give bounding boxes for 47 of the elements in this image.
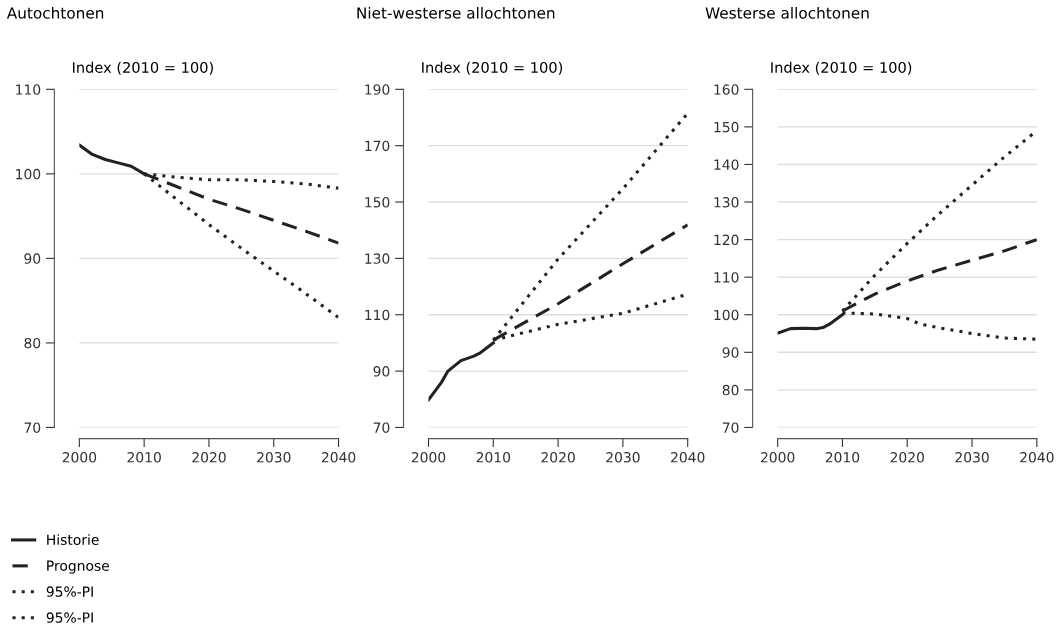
y-axis-title: Index (2010 = 100) bbox=[422, 61, 563, 75]
y-tick-label: 100 bbox=[714, 309, 739, 321]
legend-label: 95%-PI bbox=[46, 586, 93, 597]
y-tick-label: 70 bbox=[24, 422, 41, 433]
x-tick-label: 2030 bbox=[955, 452, 989, 463]
y-axis-title: Index (2010 = 100) bbox=[771, 61, 912, 75]
chart-title: Niet-westerse allochtonen bbox=[357, 6, 555, 19]
y-tick-label: 150 bbox=[714, 121, 739, 133]
x-tick-label: 2010 bbox=[825, 452, 860, 463]
legend-label: 95%-PI bbox=[46, 612, 93, 623]
x-tick-label: 2000 bbox=[760, 452, 795, 463]
y-tick-label: 70 bbox=[373, 422, 390, 433]
x-tick-label: 2040 bbox=[1020, 452, 1054, 463]
y-tick-label: 90 bbox=[722, 347, 739, 358]
y-tick-label: 110 bbox=[365, 309, 390, 321]
y-tick-label: 110 bbox=[16, 84, 41, 95]
y-tick-label: 130 bbox=[365, 253, 390, 264]
x-tick-label: 2010 bbox=[127, 452, 161, 463]
y-tick-label: 70 bbox=[722, 422, 739, 433]
x-tick-label: 2020 bbox=[192, 452, 226, 463]
y-tick-label: 110 bbox=[714, 272, 739, 283]
y-tick-label: 90 bbox=[24, 253, 41, 264]
y-tick-label: 100 bbox=[16, 168, 41, 180]
y-tick-label: 80 bbox=[24, 337, 41, 349]
y-tick-label: 130 bbox=[714, 197, 739, 208]
y-tick-label: 80 bbox=[722, 384, 739, 396]
x-tick-label: 2040 bbox=[671, 452, 705, 463]
y-tick-label: 120 bbox=[714, 234, 739, 246]
x-tick-label: 2040 bbox=[321, 452, 356, 463]
chart-title: Autochtonen bbox=[6, 6, 104, 19]
x-tick-label: 2020 bbox=[541, 452, 575, 463]
legend-label: Historie bbox=[47, 534, 99, 545]
x-tick-label: 2000 bbox=[62, 452, 97, 463]
x-tick-label: 2020 bbox=[890, 452, 924, 463]
legend-label: Prognose bbox=[47, 560, 110, 574]
chart-title: Westerse allochtonen bbox=[705, 6, 869, 19]
x-tick-label: 2000 bbox=[411, 452, 446, 463]
x-tick-label: 2030 bbox=[257, 452, 291, 463]
y-tick-label: 170 bbox=[365, 140, 390, 152]
y-tick-label: 160 bbox=[714, 84, 739, 95]
y-axis-title: Index (2010 = 100) bbox=[73, 61, 213, 75]
y-tick-label: 190 bbox=[365, 84, 390, 95]
x-tick-label: 2030 bbox=[606, 452, 640, 463]
y-tick-label: 90 bbox=[373, 366, 390, 377]
x-tick-label: 2010 bbox=[476, 452, 511, 463]
y-tick-label: 150 bbox=[365, 197, 390, 208]
y-tick-label: 140 bbox=[714, 159, 739, 170]
